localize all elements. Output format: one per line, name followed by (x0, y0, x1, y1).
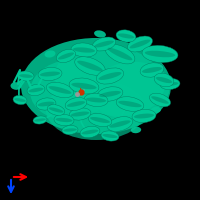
Ellipse shape (160, 78, 180, 90)
Ellipse shape (151, 107, 161, 113)
Ellipse shape (19, 74, 33, 78)
Ellipse shape (88, 113, 112, 127)
Ellipse shape (48, 86, 72, 94)
Ellipse shape (47, 105, 65, 115)
Ellipse shape (30, 60, 110, 120)
Ellipse shape (140, 63, 164, 77)
Ellipse shape (56, 118, 72, 122)
Ellipse shape (71, 43, 97, 57)
Ellipse shape (73, 47, 95, 53)
Ellipse shape (46, 82, 74, 98)
Ellipse shape (132, 109, 156, 123)
Ellipse shape (45, 50, 55, 58)
Ellipse shape (130, 40, 150, 48)
Ellipse shape (151, 96, 169, 104)
Ellipse shape (142, 67, 162, 73)
Ellipse shape (101, 131, 119, 141)
Ellipse shape (63, 128, 77, 132)
Ellipse shape (94, 30, 106, 38)
Ellipse shape (154, 73, 174, 87)
Ellipse shape (162, 82, 178, 86)
Ellipse shape (118, 101, 142, 107)
Ellipse shape (71, 112, 89, 116)
Ellipse shape (98, 72, 122, 80)
Ellipse shape (49, 107, 63, 113)
Ellipse shape (59, 113, 69, 119)
Ellipse shape (107, 117, 133, 131)
Ellipse shape (134, 114, 154, 118)
Ellipse shape (94, 41, 114, 47)
Ellipse shape (13, 95, 27, 105)
Ellipse shape (128, 36, 152, 52)
Ellipse shape (46, 80, 146, 140)
Ellipse shape (38, 102, 54, 106)
Ellipse shape (38, 67, 62, 81)
Ellipse shape (54, 114, 74, 126)
Ellipse shape (96, 68, 124, 84)
Ellipse shape (69, 78, 99, 94)
Ellipse shape (86, 98, 106, 102)
Ellipse shape (149, 93, 171, 107)
Ellipse shape (118, 33, 134, 39)
Ellipse shape (82, 130, 98, 134)
Ellipse shape (156, 77, 172, 83)
Ellipse shape (90, 117, 110, 123)
Ellipse shape (71, 83, 97, 89)
Ellipse shape (108, 48, 132, 60)
Ellipse shape (90, 62, 170, 118)
Ellipse shape (62, 125, 78, 135)
Ellipse shape (116, 97, 144, 111)
Ellipse shape (97, 87, 123, 101)
Ellipse shape (36, 98, 56, 110)
Ellipse shape (14, 98, 26, 102)
Ellipse shape (58, 52, 74, 60)
Ellipse shape (75, 57, 105, 75)
Ellipse shape (34, 118, 46, 122)
Ellipse shape (131, 127, 141, 133)
Ellipse shape (67, 101, 85, 107)
Ellipse shape (142, 45, 178, 63)
Ellipse shape (11, 82, 21, 90)
Ellipse shape (40, 72, 60, 76)
Ellipse shape (33, 116, 47, 124)
Ellipse shape (21, 38, 171, 134)
Ellipse shape (116, 30, 136, 42)
Ellipse shape (65, 98, 87, 110)
Ellipse shape (27, 84, 45, 96)
Ellipse shape (145, 51, 175, 57)
Ellipse shape (77, 61, 103, 71)
Ellipse shape (80, 126, 100, 138)
Ellipse shape (109, 120, 131, 128)
Ellipse shape (84, 93, 108, 107)
Ellipse shape (18, 71, 34, 81)
Ellipse shape (56, 49, 76, 63)
Ellipse shape (92, 37, 116, 51)
Ellipse shape (105, 44, 135, 64)
Ellipse shape (55, 44, 165, 116)
Ellipse shape (69, 108, 91, 120)
Ellipse shape (102, 134, 118, 138)
Ellipse shape (99, 91, 121, 97)
Ellipse shape (28, 88, 44, 92)
